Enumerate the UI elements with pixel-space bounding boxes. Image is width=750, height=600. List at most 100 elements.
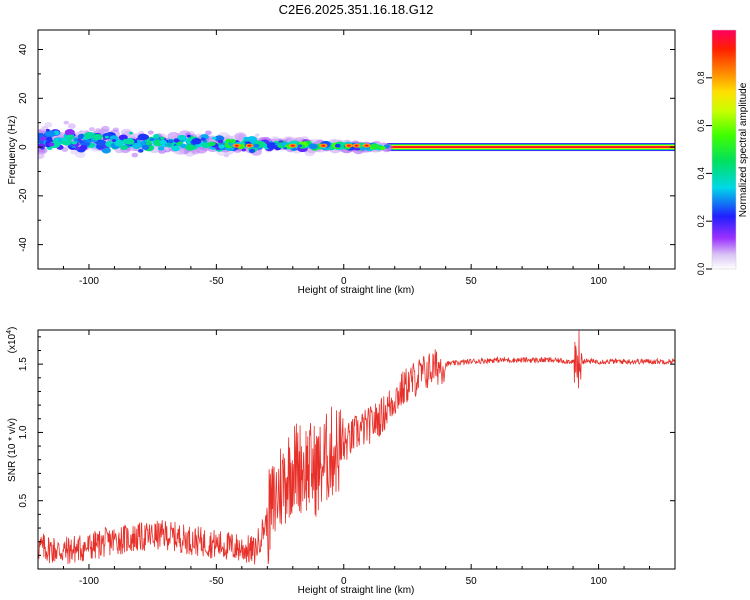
steady-band-core	[387, 146, 675, 149]
spectrum-blob	[241, 148, 247, 152]
spectrum-blob	[275, 142, 279, 146]
spectrum-blob	[138, 149, 144, 153]
spectrum-blob	[157, 146, 165, 151]
snr-x-ticks: -100 -50 0 50 100	[62, 330, 676, 587]
spectrum-blob	[111, 139, 117, 142]
x-tick-label: -100	[79, 276, 99, 287]
spectrum-blob	[104, 135, 109, 139]
spectrum-halo	[63, 120, 69, 125]
spectrum-blob	[248, 148, 256, 153]
spectrum-blob	[173, 138, 180, 143]
spectrum-halo	[40, 125, 48, 132]
spectrum-blob	[212, 136, 217, 140]
spectrum-blob	[71, 140, 78, 145]
spectrum-blob	[369, 146, 374, 150]
colorbar-gradient	[711, 29, 737, 270]
spectrogram-y-label: Frequency (Hz)	[7, 116, 18, 185]
spectrum-blob	[38, 143, 46, 149]
x-tick-label: -50	[209, 576, 224, 587]
spectrum-halo	[38, 151, 45, 160]
spectrum-halo	[167, 132, 178, 140]
spectrum-blob	[145, 141, 152, 146]
snr-multiplier: (x104)	[6, 327, 18, 354]
x-tick-label: 50	[466, 576, 478, 587]
snr-x-label: Height of straight line (km)	[298, 585, 415, 596]
y-tick-label: 1.5	[18, 357, 29, 371]
spectrum-spark-core	[346, 144, 351, 147]
spectrum-blob	[64, 129, 75, 136]
colorbar-tick-label: 0.6	[696, 119, 706, 132]
spectrum-blob	[177, 134, 186, 141]
snr-multiplier-close: )	[7, 327, 18, 330]
spectrum-halo	[131, 152, 139, 158]
spectrum-blob	[167, 139, 174, 144]
spectrum-halo	[205, 130, 212, 136]
colorbar-tick-label: 0.4	[696, 167, 706, 180]
spectrum-blob	[159, 139, 167, 145]
colorbar: 0.0 0.2 0.4 0.6 0.8 Normalized spectral ampl…	[696, 29, 749, 275]
spectrum-blob	[101, 147, 111, 154]
spectrum-halo	[254, 133, 260, 137]
spectrum-blob	[79, 144, 88, 151]
spectrum-blob	[217, 139, 224, 144]
colorbar-label: Normalized spectral amplitude	[738, 82, 749, 217]
spectrum-blob	[253, 143, 260, 148]
spectrum-blob	[137, 133, 149, 141]
spectrum-blob	[218, 144, 225, 149]
spectrum-spark-core	[364, 144, 369, 147]
snr-multiplier-base: (x10	[7, 333, 18, 353]
spectrum-blob	[114, 140, 125, 147]
x-tick-label: -100	[79, 576, 99, 587]
spectrum-blob	[159, 136, 165, 140]
spectrum-blob	[90, 143, 95, 147]
x-tick-label: 0	[341, 576, 347, 587]
spectrum-blob	[92, 134, 102, 141]
spectrum-blob	[149, 138, 155, 142]
spectrum-blob	[38, 140, 44, 144]
spectrum-halo	[147, 130, 154, 135]
spectrum-blob	[128, 131, 134, 135]
spectrum-blob	[65, 134, 75, 141]
spectrum-spark-core	[354, 144, 359, 147]
spectrogram-marks	[38, 120, 675, 160]
spectrum-spark-core	[247, 144, 252, 147]
snr-series-line	[38, 330, 675, 565]
x-tick-label: -50	[209, 276, 224, 287]
spectrum-blob	[379, 146, 386, 150]
x-tick-label: 50	[466, 276, 478, 287]
spectrogram-x-label: Height of straight line (km)	[298, 285, 415, 296]
snr-y-ticks: 0.5 1.0 1.5	[18, 336, 675, 556]
spectrum-blob	[297, 144, 303, 148]
spectrum-blob	[45, 128, 50, 132]
spectrum-blob	[171, 145, 181, 152]
spectrum-blob	[78, 139, 84, 144]
y-tick-label: -20	[18, 188, 29, 203]
spectrum-blob	[40, 136, 47, 141]
spectrum-halo	[101, 125, 110, 133]
spectrum-halo	[88, 127, 95, 132]
spectrum-blob	[154, 139, 161, 145]
spectrum-blob	[177, 141, 183, 145]
spectrogram-x-ticks: -100 -50 0 50 100	[62, 30, 676, 287]
spectrum-blob	[166, 143, 172, 147]
y-tick-label: 1.0	[18, 425, 29, 439]
spectrogram-y-ticks: -40 -20 0 20 40	[18, 44, 675, 270]
spectrum-blob	[209, 141, 216, 146]
x-tick-label: 100	[590, 576, 607, 587]
spectrum-halo	[75, 150, 86, 159]
spectrum-blob	[46, 136, 53, 142]
spectrum-blob	[200, 137, 206, 141]
spectrum-spark-core	[290, 144, 295, 147]
snr-multiplier-exponent: 4	[6, 330, 13, 334]
spectrum-blob	[191, 137, 202, 145]
snr-panel: -100 -50 0 50 100 0.5 1.0 1.5 Height of straig…	[6, 327, 676, 596]
x-tick-label: 100	[590, 276, 607, 287]
spectrum-blob	[308, 143, 318, 150]
spectrum-blob	[340, 146, 345, 150]
y-tick-label: 20	[18, 92, 29, 104]
figure-title: C2E6.2025.351.16.18.G12	[279, 2, 434, 17]
spectrum-spark-core	[321, 144, 326, 147]
spectrum-halo	[70, 149, 78, 155]
spectrum-blob	[109, 135, 119, 141]
